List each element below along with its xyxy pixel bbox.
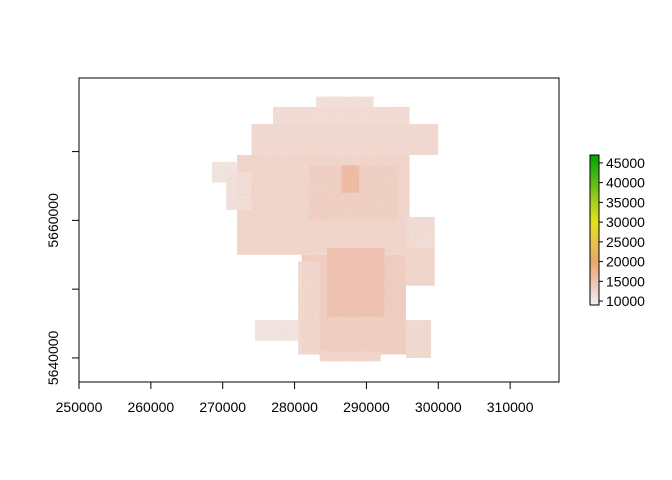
legend-color-step <box>590 190 599 193</box>
legend-color-step <box>590 205 599 208</box>
legend-color-step <box>590 170 599 173</box>
x-axis: 250000 260000 270000 280000 290000 300000 3100… <box>56 381 534 415</box>
legend-tick-label: 20000 <box>606 254 645 270</box>
legend-color-step <box>590 252 599 256</box>
legend-color-step <box>590 292 599 296</box>
legend-color-step <box>590 230 599 233</box>
legend-frame <box>589 154 600 306</box>
raster-region-texture <box>326 247 385 317</box>
x-tick-label: 270000 <box>199 399 246 415</box>
legend-color-step <box>590 267 599 271</box>
raster-region-texture <box>405 216 435 248</box>
legend-color-step <box>590 210 599 213</box>
legend-color-step <box>590 217 599 221</box>
legend-color-step <box>590 265 599 268</box>
legend-color-step <box>590 180 599 183</box>
legend-color-step <box>590 250 599 253</box>
raster-region-texture <box>341 165 360 193</box>
legend-color-step <box>590 240 599 243</box>
legend-color-step <box>590 277 599 281</box>
legend-tick-label: 40000 <box>606 175 645 191</box>
legend-color-step <box>590 177 599 181</box>
x-tick-label: 300000 <box>415 399 462 415</box>
legend-color-step <box>590 195 599 198</box>
raster-region-texture <box>319 351 381 362</box>
legend-color-step <box>590 172 599 176</box>
y-tick-label: 5660000 <box>45 193 61 248</box>
legend-tick-label: 10000 <box>606 293 645 309</box>
legend-color-step <box>590 287 599 291</box>
x-tick-label: 280000 <box>271 399 318 415</box>
raster-region-texture <box>255 320 299 341</box>
legend-tick-label: 15000 <box>606 273 645 289</box>
legend-color-step <box>590 182 599 186</box>
legend-color-step <box>590 162 599 166</box>
legend-color-step <box>590 255 599 258</box>
legend-color-step <box>590 192 599 196</box>
raster-region-texture <box>251 124 439 156</box>
raster-region-texture <box>273 106 410 125</box>
raster-region-texture <box>405 247 435 286</box>
legend-color-step <box>590 157 599 161</box>
legend-color-step <box>590 295 599 298</box>
legend-color-step <box>590 300 599 303</box>
legend-color-step <box>590 242 599 246</box>
legend-color-step <box>590 270 599 273</box>
legend-color-step <box>590 282 599 286</box>
legend-color-step <box>590 245 599 248</box>
legend-color-step <box>590 237 599 241</box>
legend-color-step <box>590 285 599 288</box>
y-axis: 5640000 5660000 <box>45 151 80 385</box>
legend-tick-label: 25000 <box>606 234 645 250</box>
legend-color-step <box>590 297 599 301</box>
raster-region-texture <box>316 96 374 107</box>
legend-tick-label: 35000 <box>606 194 645 210</box>
color-legend: 10000 15000 20000 25000 30000 35000 40000 45000 <box>589 154 645 309</box>
x-tick-label: 290000 <box>343 399 390 415</box>
x-tick-label: 260000 <box>127 399 174 415</box>
raster-region-texture <box>211 161 238 183</box>
legend-color-step <box>590 187 599 191</box>
legend-color-step <box>590 257 599 261</box>
legend-color-step <box>590 227 599 231</box>
legend-color-step <box>590 275 599 278</box>
legend-color-step <box>590 262 599 266</box>
legend-color-step <box>590 222 599 226</box>
legend-color-step <box>590 220 599 223</box>
legend-color-step <box>590 302 599 306</box>
legend-color-step <box>590 155 599 158</box>
legend-tick-label: 45000 <box>606 155 645 171</box>
legend-tick-label: 30000 <box>606 214 645 230</box>
legend-color-step <box>590 207 599 211</box>
x-tick-label: 250000 <box>56 399 103 415</box>
legend-color-step <box>590 175 599 178</box>
raster-region-texture <box>298 261 320 355</box>
legend-color-step <box>590 200 599 203</box>
x-tick-label: 310000 <box>487 399 534 415</box>
legend-color-step <box>590 212 599 216</box>
y-tick-label: 5640000 <box>45 330 61 385</box>
legend-color-step <box>590 225 599 228</box>
legend-color-step <box>590 290 599 293</box>
legend-color-step <box>590 260 599 263</box>
legend-color-step <box>590 272 599 276</box>
raster-region-texture <box>405 320 432 358</box>
legend-color-step <box>590 185 599 188</box>
legend-color-step <box>590 167 599 171</box>
legend-color-step <box>590 197 599 201</box>
legend-color-step <box>590 280 599 283</box>
raster-texture <box>211 96 439 362</box>
legend-color-step <box>590 232 599 236</box>
legend-color-step <box>590 215 599 218</box>
legend-color-step <box>590 165 599 168</box>
legend-color-step <box>590 247 599 251</box>
legend-color-step <box>590 160 599 163</box>
legend-color-step <box>590 235 599 238</box>
legend-color-step <box>590 202 599 206</box>
